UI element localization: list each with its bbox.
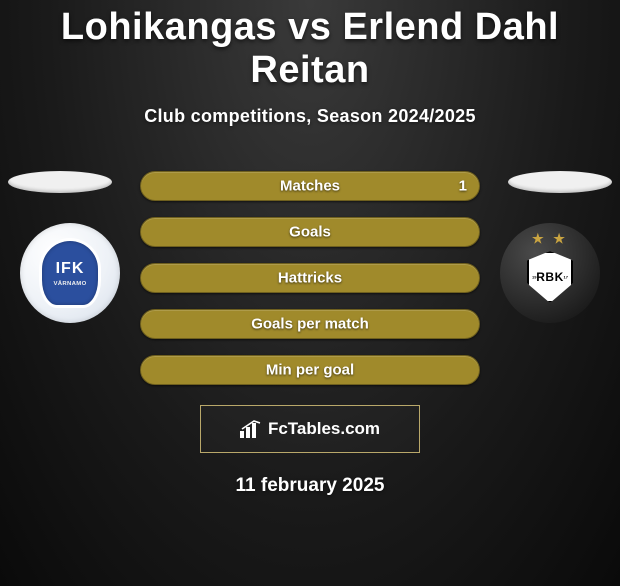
club-badge-left: IFK VÄRNAMO (20, 223, 120, 323)
badge-left-text: IFK (56, 260, 85, 278)
badge-left-sub: VÄRNAMO (53, 281, 86, 286)
badge-right-year-b: 17 (564, 275, 568, 280)
stat-bar: Matches 1 (140, 171, 480, 201)
chart-icon (240, 420, 262, 438)
club-badge-right: ★ ★ 19 RBK 17 (500, 223, 600, 323)
flag-right (508, 171, 612, 193)
stat-bar: Goals per match (140, 309, 480, 339)
stars-icon: ★ ★ (532, 231, 568, 247)
date-text: 11 february 2025 (0, 475, 620, 497)
comparison-panel: IFK VÄRNAMO ★ ★ 19 RBK 17 Matches 1 Goals H… (0, 171, 620, 391)
badge-right-text: RBK (536, 270, 564, 284)
flag-left (8, 171, 112, 193)
stat-bar: Goals (140, 217, 480, 247)
stat-label: Matches (280, 178, 340, 195)
stat-bars: Matches 1 Goals Hattricks Goals per match Min… (140, 171, 480, 401)
badge-right-year-a: 19 (532, 275, 536, 280)
stat-label: Goals (289, 224, 331, 241)
page-title: Lohikangas vs Erlend Dahl Reitan (0, 6, 620, 92)
stat-label: Hattricks (278, 270, 342, 287)
stat-label: Goals per match (251, 316, 369, 333)
shield-icon: IFK VÄRNAMO (39, 238, 101, 308)
stat-value-right: 1 (459, 178, 467, 195)
attribution-box: FcTables.com (200, 405, 420, 453)
competition-subtitle: Club competitions, Season 2024/2025 (0, 106, 620, 127)
attribution-text: FcTables.com (268, 419, 380, 439)
stat-bar: Min per goal (140, 355, 480, 385)
stat-bar: Hattricks (140, 263, 480, 293)
stat-label: Min per goal (266, 362, 354, 379)
shield-icon: 19 RBK 17 (527, 251, 573, 303)
